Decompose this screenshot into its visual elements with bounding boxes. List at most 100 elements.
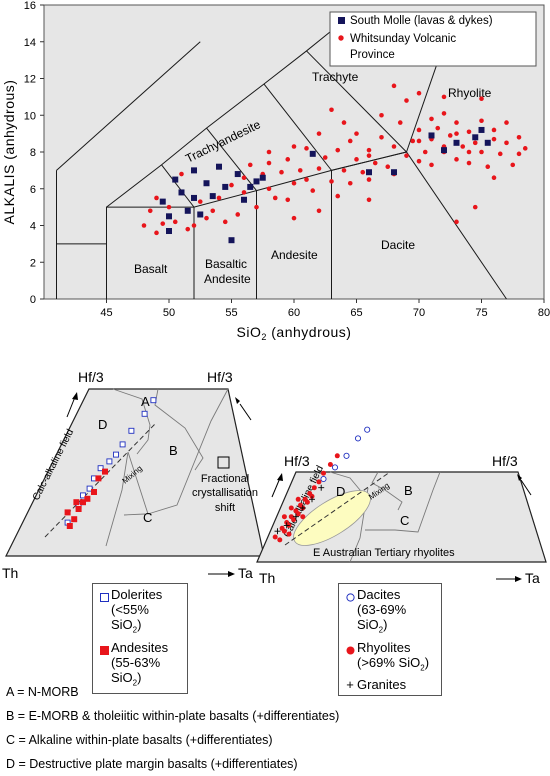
definition-b: B = E-MORB & tholeiitic within-plate bas… xyxy=(6,709,340,723)
rhyolite-point xyxy=(281,528,287,534)
whitsunday-point xyxy=(379,135,384,140)
label-crystallisation: crystallisation xyxy=(192,487,258,499)
whitsunday-point xyxy=(197,199,203,204)
ternary-right-points xyxy=(272,426,371,543)
whitsunday-point xyxy=(454,120,459,125)
ternary-left: A B C D Calc-alkaline field Mixing Fract… xyxy=(2,370,265,581)
tas-boundary-12 xyxy=(406,50,442,153)
whitsunday-point xyxy=(410,138,416,144)
whitsunday-point xyxy=(266,160,272,166)
whitsunday-point xyxy=(391,144,397,149)
whitsunday-point xyxy=(172,219,178,225)
label-shift: shift xyxy=(215,502,235,514)
whitsunday-point xyxy=(291,215,297,221)
rhyolite-point xyxy=(272,534,278,540)
rhyolite-point xyxy=(288,505,294,511)
whitsunday-point xyxy=(516,135,522,140)
whitsunday-point xyxy=(291,180,297,186)
apex-hf3-right-b: Hf/3 xyxy=(492,453,518,469)
closing-paren: ) xyxy=(137,617,142,632)
granite-point xyxy=(299,505,306,511)
south-molle-point xyxy=(166,228,172,235)
whitsunday-point xyxy=(335,193,341,199)
whitsunday-point xyxy=(285,197,291,203)
legend-text-andesites: Andesites (55-63% SiO2) xyxy=(111,640,183,691)
legend-label-dacites: Dacites xyxy=(357,587,401,602)
andesite-point xyxy=(66,523,73,529)
south-molle-point xyxy=(191,194,197,201)
south-molle-point xyxy=(253,178,260,185)
field-label-D-right: D xyxy=(336,484,345,499)
y-tick-label: 4 xyxy=(30,221,36,233)
rhyolite-point xyxy=(300,514,306,520)
field-label-basalt: Basalt xyxy=(134,262,168,276)
andesite-point xyxy=(71,516,78,523)
x-tick-label: 50 xyxy=(163,307,175,319)
apex-th-right: Th xyxy=(259,570,275,586)
whitsunday-point xyxy=(347,180,353,186)
e-australian-rhyolite-field xyxy=(293,490,371,546)
whitsunday-point xyxy=(485,164,491,169)
subscript-2: 2 xyxy=(132,625,138,635)
whitsunday-point xyxy=(354,131,359,136)
y-tick-label: 10 xyxy=(24,110,36,122)
whitsunday-point xyxy=(522,146,528,151)
dacite-point xyxy=(354,435,362,442)
whitsunday-point xyxy=(335,147,341,153)
tas-y-axis-label: ALKALIS (anhydrous) xyxy=(1,80,17,225)
andesite-point xyxy=(95,475,102,482)
whitsunday-point xyxy=(304,177,309,182)
south-molle-point xyxy=(472,134,479,141)
whitsunday-point xyxy=(254,204,259,210)
apex-hf3-left-b: Hf/3 xyxy=(207,370,233,385)
granite-point xyxy=(309,496,315,503)
apex-hf3-right-a: Hf/3 xyxy=(284,453,310,469)
tas-boundary-10 xyxy=(263,83,332,171)
whitsunday-point xyxy=(466,160,472,166)
definition-c: C = Alkaline within-plate basalts (+diff… xyxy=(6,733,273,747)
whitsunday-point xyxy=(322,155,328,160)
x-tick-label: 65 xyxy=(350,307,362,319)
south-molle-point xyxy=(191,167,197,174)
whitsunday-point xyxy=(479,96,484,102)
ternary-right-outline xyxy=(256,471,547,563)
dolerite-point xyxy=(128,427,135,434)
dolerite-point xyxy=(106,458,113,465)
south-molle-point xyxy=(247,183,254,190)
apex-ta-left: Ta xyxy=(238,565,253,581)
whitsunday-point xyxy=(316,166,322,171)
whitsunday-point xyxy=(316,131,322,136)
whitsunday-point xyxy=(497,151,503,157)
legend-label-granites: Granites xyxy=(357,677,407,693)
south-molle-point xyxy=(234,171,241,178)
whitsunday-point xyxy=(391,83,397,89)
legend-right-ternary: Dacites (63-69% SiO2) Rhyolites (>69% Si… xyxy=(338,583,442,697)
whitsunday-point xyxy=(404,153,409,158)
ternary-left-points xyxy=(64,397,157,529)
arrow-left-ta-side xyxy=(239,403,252,421)
dolerite-point xyxy=(80,492,86,499)
rhyolite-point xyxy=(311,485,317,491)
whitsunday-point xyxy=(266,186,272,192)
whitsunday-point xyxy=(266,149,272,155)
rhyolite-point xyxy=(316,479,322,485)
south-molle-point xyxy=(228,237,235,244)
whitsunday-point xyxy=(241,190,247,195)
field-label-C-right: C xyxy=(400,513,409,528)
legend-left-ternary: Dolerites (<55% SiO2) Andesites (55-63% … xyxy=(92,583,188,695)
rhyolite-point xyxy=(327,462,333,467)
south-molle-point xyxy=(159,198,166,205)
whitsunday-point xyxy=(466,129,472,135)
whitsunday-point xyxy=(372,160,378,166)
dolerite-point xyxy=(86,485,93,492)
y-tick-label: 16 xyxy=(24,0,36,12)
y-tick-label: 6 xyxy=(30,184,36,196)
whitsunday-point xyxy=(310,188,316,193)
dacite-point xyxy=(364,426,371,433)
whitsunday-point xyxy=(422,149,428,155)
whitsunday-point xyxy=(210,208,216,214)
dacite-point xyxy=(331,464,339,471)
legend-row-rhyolites: Rhyolites (>69% SiO2) xyxy=(343,640,437,676)
whitsunday-point xyxy=(385,164,391,169)
rhyolite-point xyxy=(295,496,301,502)
